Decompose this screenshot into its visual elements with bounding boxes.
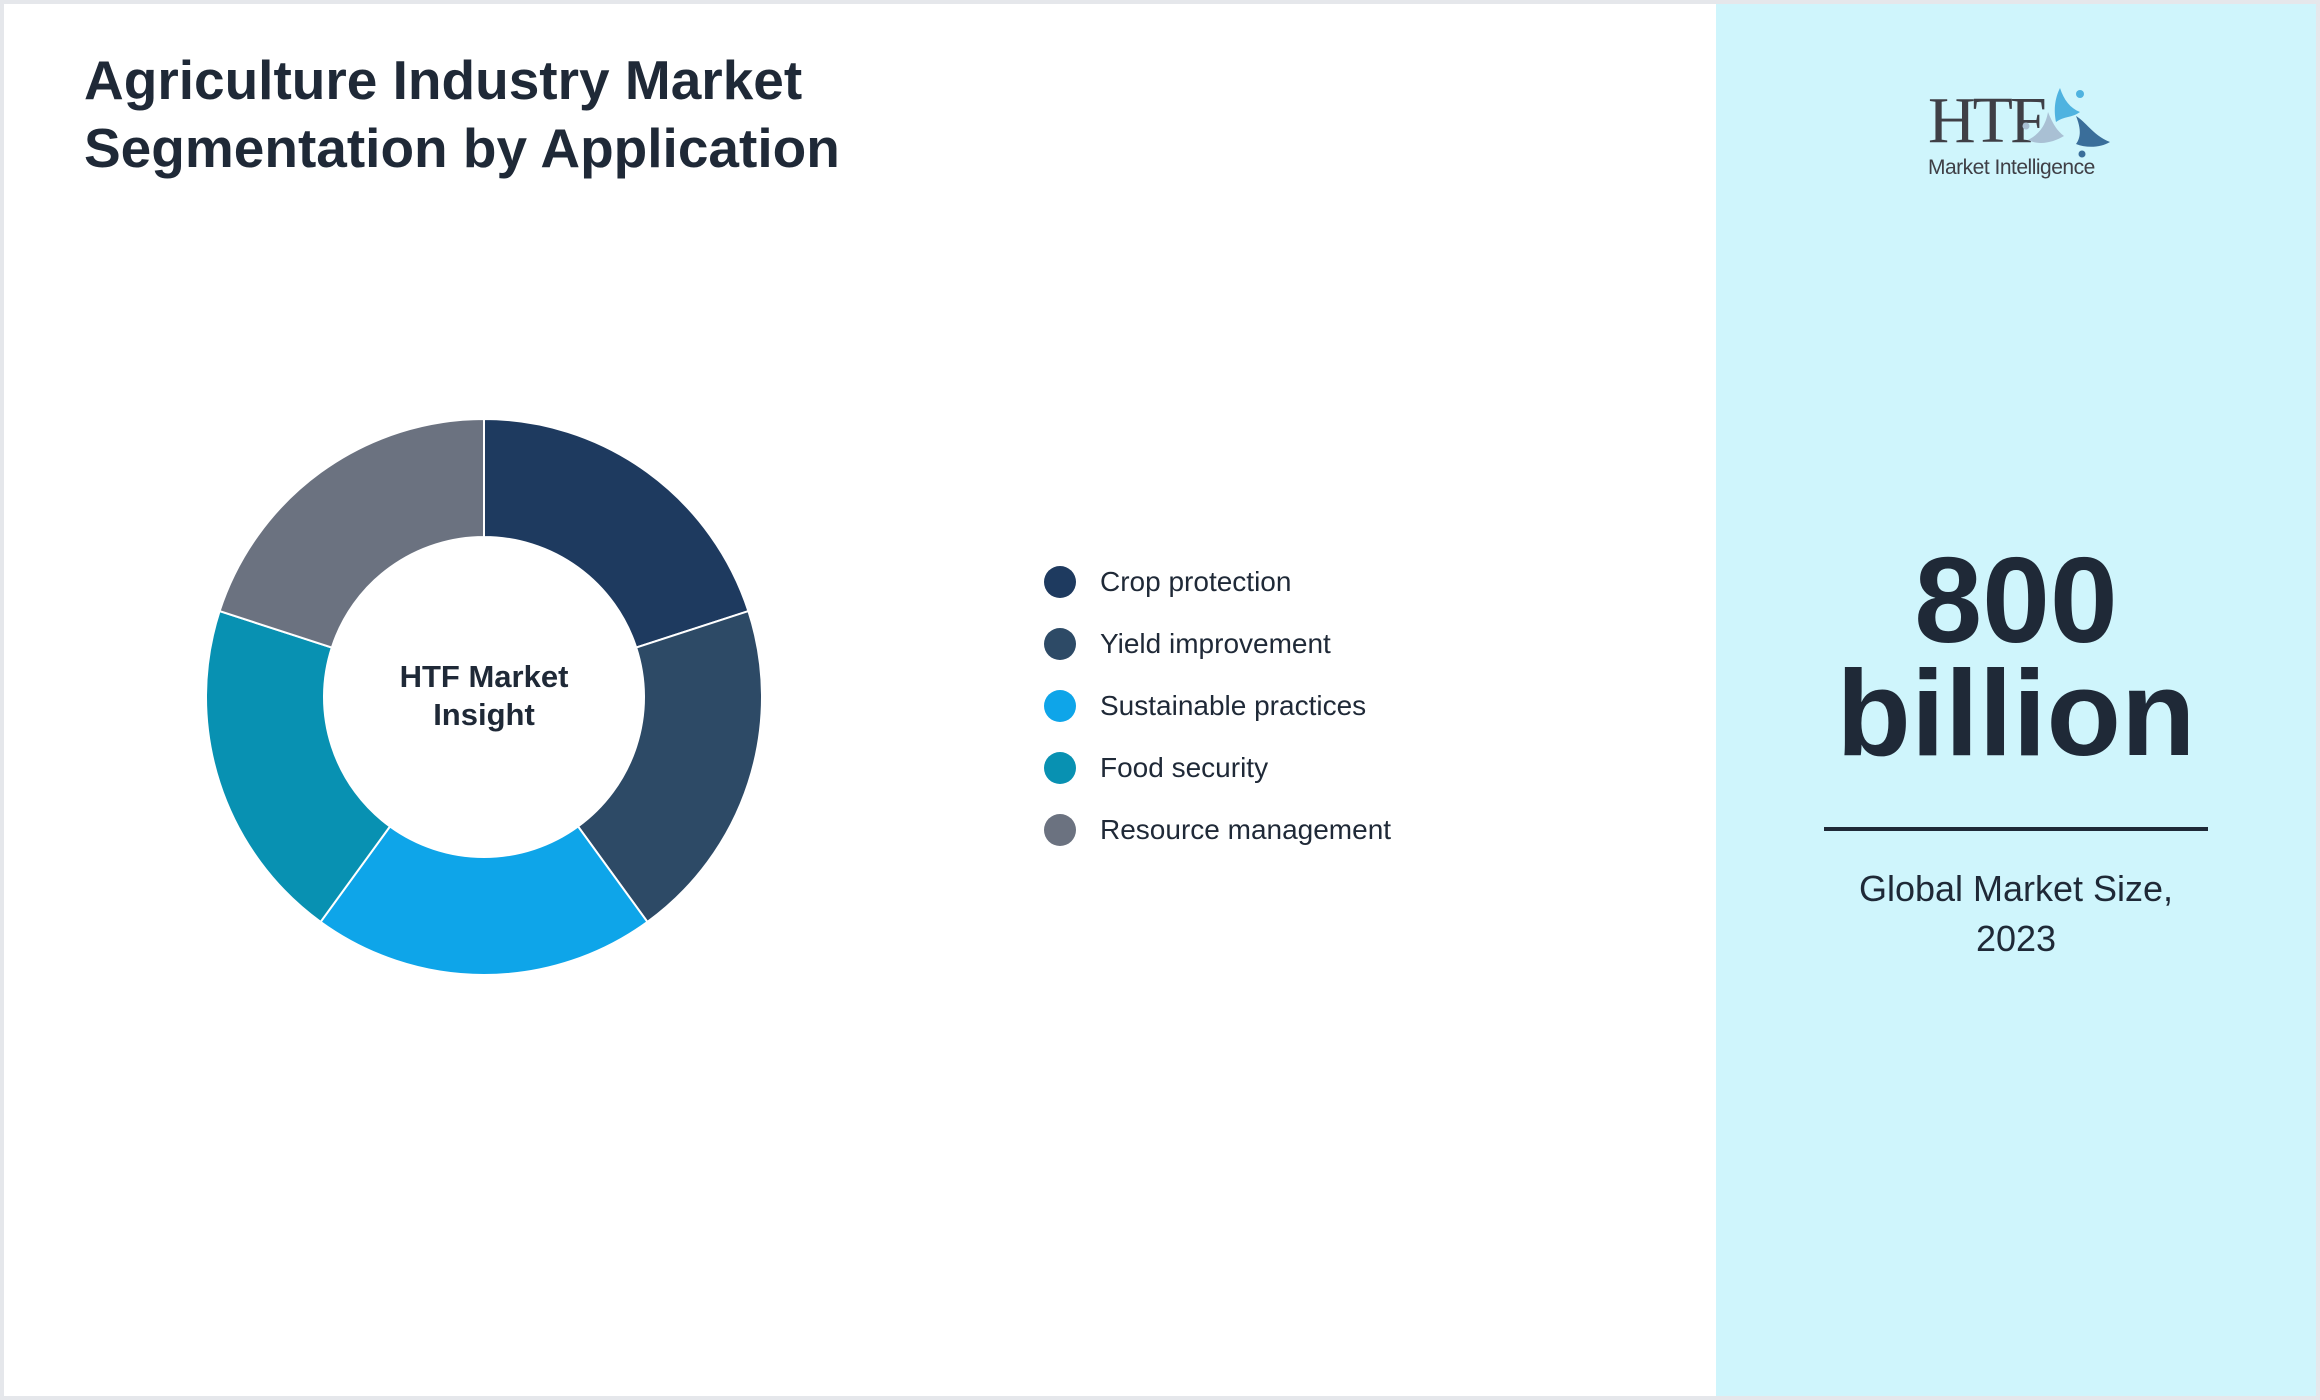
page-title: Agriculture Industry Market Segmentation… [84,49,840,179]
infographic-card: Agriculture Industry Market Segmentation… [4,4,2316,1396]
donut-slices [205,417,763,976]
legend-label: Crop protection [1100,566,1292,597]
market-size-panel: HTF Market Intelligence 800 billion Globa… [1716,4,2316,1396]
donut-slice-resource-management[interactable] [218,417,485,649]
legend-dot-icon [1044,814,1076,846]
legend-item-yield-improvement[interactable]: Yield improvement [1044,624,1391,664]
legend-label: Food security [1100,752,1269,783]
donut-center-label: HTF Market Insight [399,659,569,732]
market-size-value: 800 billion [1836,532,2196,781]
legend-item-food-security[interactable]: Food security [1044,748,1391,788]
donut-slice-yield-improvement[interactable] [576,609,763,924]
legend-dot-icon [1044,628,1076,660]
legend-item-crop-protection[interactable]: Crop protection [1044,562,1391,602]
logo-mark: HTF [1928,84,2047,157]
donut-slice-food-security[interactable] [205,609,392,924]
market-size-caption: Global Market Size, 2023 [1858,868,2174,959]
legend-label: Resource management [1100,814,1392,845]
legend-label: Yield improvement [1100,628,1331,659]
htf-logo: HTF Market Intelligence [1928,82,2118,182]
legend-dot-icon [1044,566,1076,598]
legend-label: Sustainable practices [1100,690,1367,721]
legend-item-resource-management[interactable]: Resource management [1044,810,1391,850]
legend-dot-icon [1044,690,1076,722]
divider [1824,827,2208,831]
people-circle-icon [2022,88,2110,158]
legend-dot-icon [1044,752,1076,784]
donut-slice-crop-protection[interactable] [483,417,750,649]
legend-item-sustainable-practices[interactable]: Sustainable practices [1044,686,1391,726]
chart-legend: Crop protection Yield improvement Sustai… [1044,562,1391,872]
logo-subtitle: Market Intelligence [1928,156,2095,179]
donut-chart [205,417,763,976]
donut-slice-sustainable-practices[interactable] [319,825,649,976]
